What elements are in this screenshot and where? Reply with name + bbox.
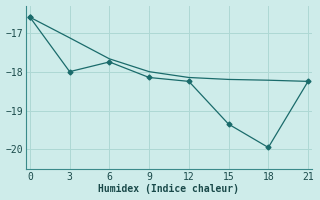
X-axis label: Humidex (Indice chaleur): Humidex (Indice chaleur) — [99, 184, 239, 194]
